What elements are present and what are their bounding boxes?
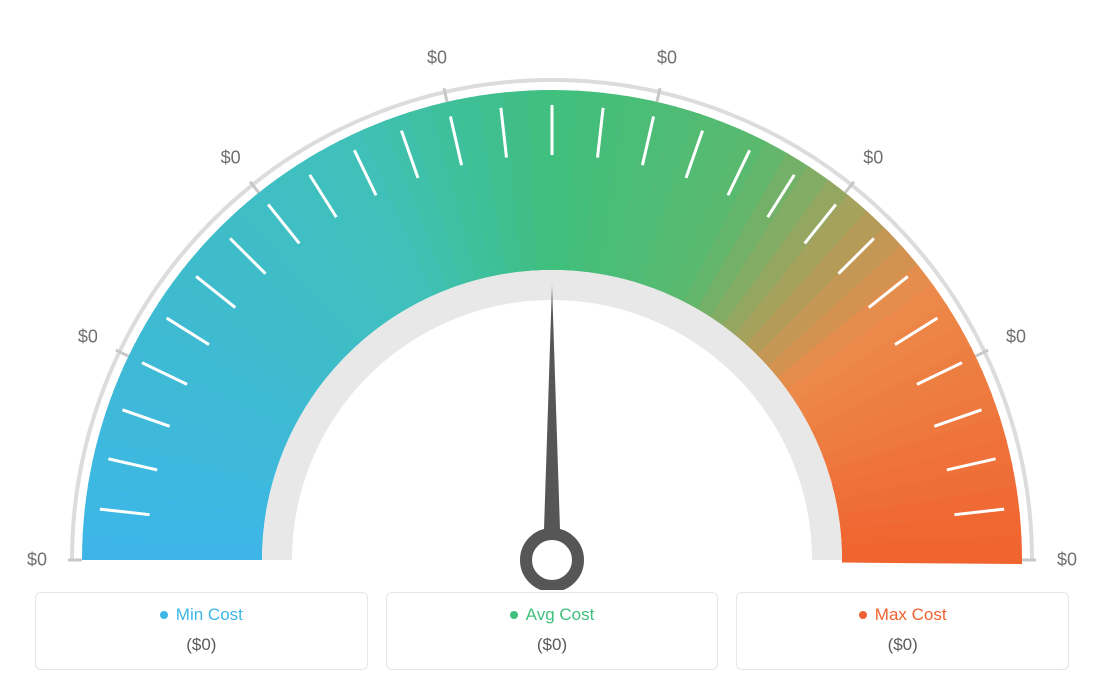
legend-label: Avg Cost bbox=[526, 605, 595, 625]
scale-tick-label: $0 bbox=[1057, 550, 1077, 571]
legend-card-avg: Avg Cost ($0) bbox=[386, 592, 719, 670]
legend-title-max: Max Cost bbox=[859, 605, 947, 625]
scale-tick-label: $0 bbox=[27, 550, 47, 571]
legend-row: Min Cost ($0) Avg Cost ($0) Max Cost ($0… bbox=[35, 592, 1069, 670]
legend-title-min: Min Cost bbox=[160, 605, 243, 625]
legend-label: Max Cost bbox=[875, 605, 947, 625]
scale-tick-label: $0 bbox=[427, 47, 447, 68]
legend-value-min: ($0) bbox=[36, 635, 367, 655]
dot-icon bbox=[859, 611, 867, 619]
dot-icon bbox=[160, 611, 168, 619]
chart-container: $0 $0 $0 $0 $0 $0 $0 $0 Min Cost ($0) Avg Cost … bbox=[0, 0, 1104, 690]
legend-value-max: ($0) bbox=[737, 635, 1068, 655]
scale-tick-label: $0 bbox=[1006, 326, 1026, 347]
scale-tick-label: $0 bbox=[657, 47, 677, 68]
dot-icon bbox=[510, 611, 518, 619]
legend-label: Min Cost bbox=[176, 605, 243, 625]
scale-tick-label: $0 bbox=[863, 147, 883, 168]
legend-card-max: Max Cost ($0) bbox=[736, 592, 1069, 670]
legend-title-avg: Avg Cost bbox=[510, 605, 595, 625]
legend-value-avg: ($0) bbox=[387, 635, 718, 655]
gauge-chart: $0 $0 $0 $0 $0 $0 $0 $0 bbox=[0, 20, 1104, 590]
scale-tick-label: $0 bbox=[78, 326, 98, 347]
legend-card-min: Min Cost ($0) bbox=[35, 592, 368, 670]
scale-tick-label: $0 bbox=[221, 147, 241, 168]
